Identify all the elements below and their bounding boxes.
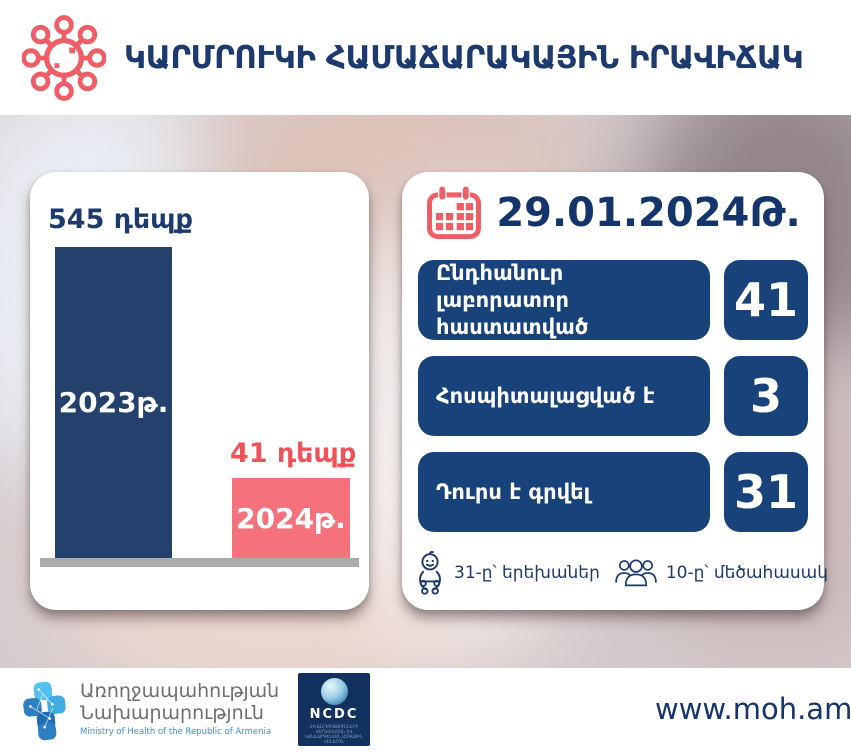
moh-name-line2: Նախարարություն: [80, 702, 264, 724]
website-url: www.moh.am: [655, 692, 851, 726]
chart-baseline: [40, 558, 359, 567]
adults-count-text: 10-ը՝ մեծահասակ: [665, 563, 828, 583]
stat-label: Դուրս է գրվել: [418, 452, 710, 532]
stat-value: 3: [724, 356, 808, 436]
main-area: 545 դեպք 2023թ. 41 դեպք 2024թ.: [0, 115, 851, 668]
stat-value: 31: [724, 452, 808, 532]
virus-icon: [22, 15, 106, 101]
adults-icon: [615, 559, 657, 587]
baby-icon: [419, 550, 441, 595]
stat-row-discharged: Դուրս է գրվել 31: [418, 452, 808, 532]
calendar-icon: [427, 185, 482, 240]
footer: Առողջապահության Նախարարություն Ministry …: [0, 668, 851, 753]
stat-value: 41: [724, 260, 808, 340]
ncdc-abbr: NCDC: [309, 707, 359, 722]
moh-logo-icon: [23, 681, 66, 741]
bar-2023-year-label: 2023թ.: [58, 386, 169, 419]
stat-label: Ընդհանուր լաբորատոր հաստատված: [418, 260, 710, 340]
bar-2024-year-label: 2024թ.: [236, 501, 346, 535]
chart-card: 545 դեպք 2023թ. 41 դեպք 2024թ.: [30, 172, 369, 610]
page-title: ԿԱՐՄՐՈՒԿԻ ՀԱՄԱՃԱՐԱԿԱՅԻՆ ԻՐԱՎԻՃԱԿ: [124, 39, 804, 76]
bar-2023-value-label: 545 դեպք: [48, 204, 194, 235]
header: ԿԱՐՄՐՈՒԿԻ ՀԱՄԱՃԱՐԱԿԱՅԻՆ ԻՐԱՎԻՃԱԿ: [0, 0, 851, 115]
bar-2024: 2024թ.: [232, 478, 350, 558]
children-count-text: 31-ը՝ երեխաներ: [454, 563, 600, 583]
stat-row-confirmed: Ընդհանուր լաբորատոր հաստատված 41: [418, 260, 808, 340]
bar-2023: 2023թ.: [55, 247, 172, 558]
report-date: 29.01.2024Թ.: [496, 190, 801, 236]
age-breakdown: 31-ը՝ երեխաներ 10-ը՝ մեծահասակ: [414, 544, 828, 602]
ncdc-logo: NCDC ՀԻՎԱՆԴՈՒԹՅՈՒՆՆԵՐԻ ՎԵՐԱՀՍԿՄԱՆ ԵՎ ԿԱՆ…: [298, 673, 370, 746]
bar-2024-value-label: 41 դեպք: [230, 438, 357, 469]
date-row: 29.01.2024Թ.: [402, 184, 824, 242]
stat-label: Հոսպիտալացված է: [418, 356, 710, 436]
moh-name-english: Ministry of Health of the Republic of Ar…: [80, 727, 272, 737]
stats-card: 29.01.2024Թ. Ընդհանուր լաբորատոր հաստատվ…: [402, 172, 828, 610]
moh-logo-text: Առողջապահության Նախարարություն Ministry …: [80, 680, 279, 737]
ncdc-globe-icon: [320, 678, 348, 705]
moh-name-line1: Առողջապահության: [80, 680, 280, 702]
stat-row-hospitalized: Հոսպիտալացված է 3: [418, 356, 808, 436]
ncdc-subtitle: ՀԻՎԱՆԴՈՒԹՅՈՒՆՆԵՐԻ ՎԵՐԱՀՍԿՄԱՆ ԵՎ ԿԱՆԽԱՐԳԵ…: [305, 724, 363, 744]
